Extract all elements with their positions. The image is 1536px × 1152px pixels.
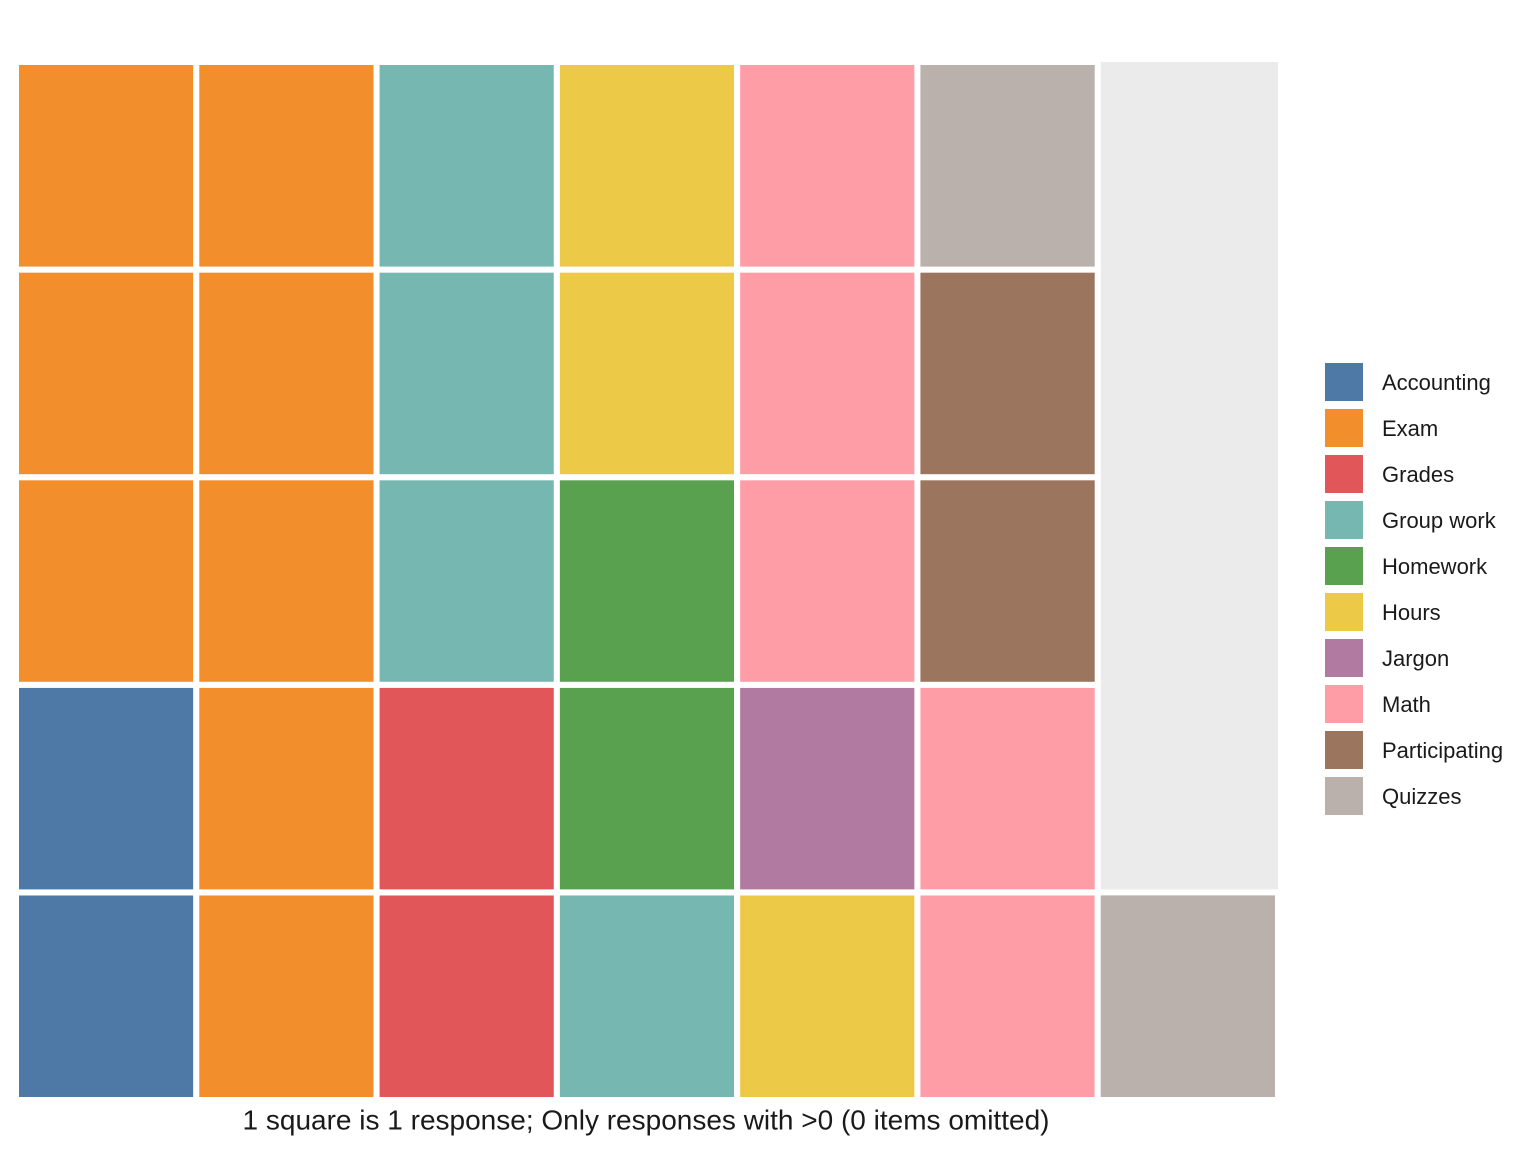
legend-label: Grades <box>1382 462 1454 487</box>
waffle-cell <box>734 266 921 481</box>
waffle-cell <box>193 889 380 1104</box>
legend-key <box>1323 407 1365 449</box>
legend-label: Exam <box>1382 416 1438 441</box>
waffle-cell <box>914 266 1101 481</box>
legend-label: Quizzes <box>1382 784 1461 809</box>
legend-key <box>1323 775 1365 817</box>
legend-label: Math <box>1382 692 1431 717</box>
waffle-cell <box>373 889 560 1104</box>
waffle-cell <box>193 681 380 896</box>
cells <box>13 59 1281 1104</box>
waffle-cell <box>1094 889 1281 1104</box>
waffle-cell <box>553 474 741 688</box>
legend-key <box>1323 499 1365 541</box>
waffle-cell <box>914 889 1101 1104</box>
waffle-cell <box>914 681 1101 896</box>
waffle-cell <box>734 474 921 688</box>
legend-label: Participating <box>1382 738 1503 763</box>
waffle-cell <box>553 266 741 481</box>
legend: Accounting Exam Grades Group work Homework Ho… <box>1323 361 1503 817</box>
waffle-cell <box>373 474 560 688</box>
waffle-cell <box>373 681 560 896</box>
caption: 1 square is 1 response; Only responses w… <box>243 1104 1050 1135</box>
legend-key <box>1323 637 1365 679</box>
legend-key <box>1323 683 1365 725</box>
waffle-cell <box>13 681 200 896</box>
waffle-cell <box>373 266 560 481</box>
legend-label: Group work <box>1382 508 1497 533</box>
waffle-cell <box>914 474 1101 688</box>
legend-label: Homework <box>1382 554 1488 579</box>
waffle-cell <box>914 59 1101 273</box>
legend-label: Jargon <box>1382 646 1449 671</box>
legend-key <box>1323 361 1365 403</box>
legend-key <box>1323 729 1365 771</box>
waffle-cell <box>553 681 741 896</box>
waffle-cell <box>13 59 200 273</box>
waffle-cell <box>553 59 741 273</box>
waffle-cell <box>373 59 560 273</box>
legend-label: Accounting <box>1382 370 1491 395</box>
legend-key <box>1323 545 1365 587</box>
waffle-cell <box>193 59 380 273</box>
legend-key <box>1323 591 1365 633</box>
waffle-cell <box>13 266 200 481</box>
waffle-cell <box>734 681 921 896</box>
legend-label: Hours <box>1382 600 1441 625</box>
waffle-cell <box>13 474 200 688</box>
waffle-cell <box>553 889 741 1104</box>
waffle-cell <box>734 889 921 1104</box>
waffle-cell <box>734 59 921 273</box>
legend-key <box>1323 453 1365 495</box>
waffle-cell <box>193 266 380 481</box>
waffle-cell <box>193 474 380 688</box>
waffle-cell <box>13 889 200 1104</box>
